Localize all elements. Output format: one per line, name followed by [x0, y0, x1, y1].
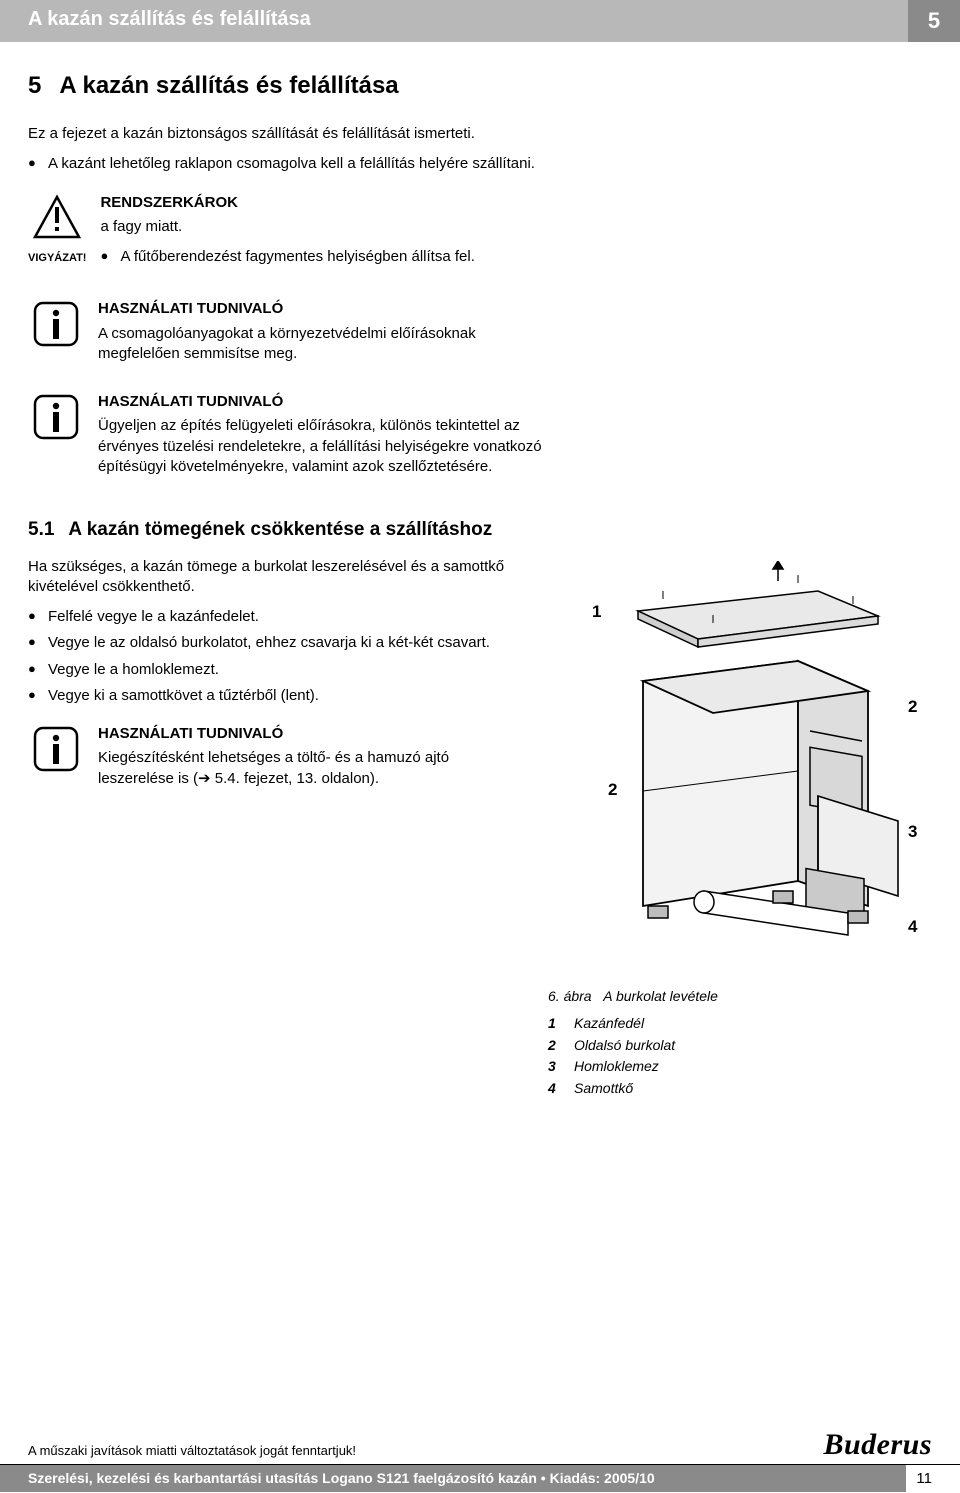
info-icon-cell	[28, 392, 84, 487]
header-chapter-number: 5	[908, 0, 960, 42]
note3-heading: HASZNÁLATI TUDNIVALÓ	[98, 724, 528, 744]
intro-paragraph: Ez a fejezet a kazán biztonságos szállít…	[28, 124, 548, 144]
note1-text: A csomagolóanyagokat a környezetvédelmi …	[98, 324, 548, 365]
list-item: Vegye le a homloklemezt.	[28, 660, 528, 680]
boiler-exploded-view-icon	[548, 561, 928, 961]
legend-num: 3	[548, 1057, 564, 1076]
figure-caption-prefix: 6. ábra	[548, 988, 592, 1004]
caution-block: VIGYÁZAT! RENDSZERKÁROK a fagy miatt. A …	[28, 193, 548, 282]
subsection-heading: 5.1 A kazán tömegének csökkentése a száll…	[28, 517, 932, 543]
figure-callout-2b: 2	[908, 696, 917, 719]
subsection-title: A kazán tömegének csökkentése a szállítá…	[68, 519, 492, 540]
footer-doc-title-text: Szerelési, kezelési és karbantartási uta…	[28, 1470, 537, 1486]
figure-callout-3: 3	[908, 821, 917, 844]
page-footer: A műszaki javítások miatti változtatások…	[0, 1442, 960, 1493]
figure-callout-2: 2	[608, 779, 617, 802]
section-number: 5	[28, 72, 41, 99]
intro-bullet: A kazánt lehetőleg raklapon csomagolva k…	[28, 154, 548, 174]
footer-disclaimer: A műszaki javítások miatti változtatások…	[0, 1442, 960, 1464]
info-icon-cell	[28, 299, 84, 374]
warning-triangle-icon	[32, 193, 82, 243]
figure-legend: 1 Kazánfedél 2 Oldalsó burkolat 3 Homloklem…	[548, 1014, 932, 1099]
intro-bullet-list: A kazánt lehetőleg raklapon csomagolva k…	[28, 154, 548, 174]
subsection-number: 5.1	[28, 519, 54, 540]
note-block-1: HASZNÁLATI TUDNIVALÓ A csomagolóanyagoka…	[28, 299, 548, 374]
figure-callout-4: 4	[908, 916, 917, 939]
legend-text: Oldalsó burkolat	[574, 1036, 675, 1055]
note2-text: Ügyeljen az építés felügyeleti előírások…	[98, 416, 548, 477]
legend-text: Homloklemez	[574, 1057, 659, 1076]
figure-caption: 6. ábra A burkolat levétele	[548, 987, 932, 1006]
list-item: Felfelé vegye le a kazánfedelet.	[28, 607, 528, 627]
page-header: A kazán szállítás és felállítása 5	[0, 0, 960, 42]
sub-bullet-list: Felfelé vegye le a kazánfedelet. Vegye l…	[28, 607, 528, 706]
legend-num: 2	[548, 1036, 564, 1055]
info-icon	[31, 299, 81, 349]
sub-intro: Ha szükséges, a kazán tömege a burkolat …	[28, 557, 528, 598]
legend-num: 4	[548, 1079, 564, 1098]
legend-num: 1	[548, 1014, 564, 1033]
footer-page-number: 11	[906, 1465, 960, 1493]
caution-icon-cell: VIGYÁZAT!	[28, 193, 86, 282]
info-icon	[31, 724, 81, 774]
legend-text: Kazánfedél	[574, 1014, 644, 1033]
info-icon-cell	[28, 724, 84, 799]
caution-bullet: A fűtőberendezést fagymentes helyiségben…	[100, 247, 548, 267]
note3-text: Kiegészítésként lehetséges a töltő- és a…	[98, 748, 528, 789]
note-block-3: HASZNÁLATI TUDNIVALÓ Kiegészítésként leh…	[28, 724, 528, 799]
caution-line: a fagy miatt.	[100, 217, 548, 237]
list-item: Vegye le az oldalsó burkolatot, ehhez cs…	[28, 633, 528, 653]
section-heading: 5 A kazán szállítás és felállítása	[28, 70, 932, 102]
header-title: A kazán szállítás és felállítása	[0, 0, 908, 42]
figure-illustration: 1 2 2 3 4	[548, 561, 928, 961]
caution-heading: RENDSZERKÁROK	[100, 193, 548, 213]
figure-callout-1: 1	[592, 601, 601, 624]
caution-label: VIGYÁZAT!	[28, 251, 86, 266]
note2-heading: HASZNÁLATI TUDNIVALÓ	[98, 392, 548, 412]
list-item: Vegye ki a samottkövet a tűztérből (lent…	[28, 686, 528, 706]
legend-text: Samottkő	[574, 1079, 633, 1098]
figure-caption-text: A burkolat levétele	[603, 988, 718, 1004]
note-block-2: HASZNÁLATI TUDNIVALÓ Ügyeljen az építés …	[28, 392, 548, 487]
info-icon	[31, 392, 81, 442]
footer-doc-title: Szerelési, kezelési és karbantartási uta…	[0, 1465, 906, 1492]
note1-heading: HASZNÁLATI TUDNIVALÓ	[98, 299, 548, 319]
footer-issue: Kiadás: 2005/10	[550, 1470, 655, 1486]
figure-column: 1 2 2 3 4 6. ábra A burkolat levétele 1K…	[548, 557, 932, 1101]
section-title: A kazán szállítás és felállítása	[59, 72, 398, 99]
